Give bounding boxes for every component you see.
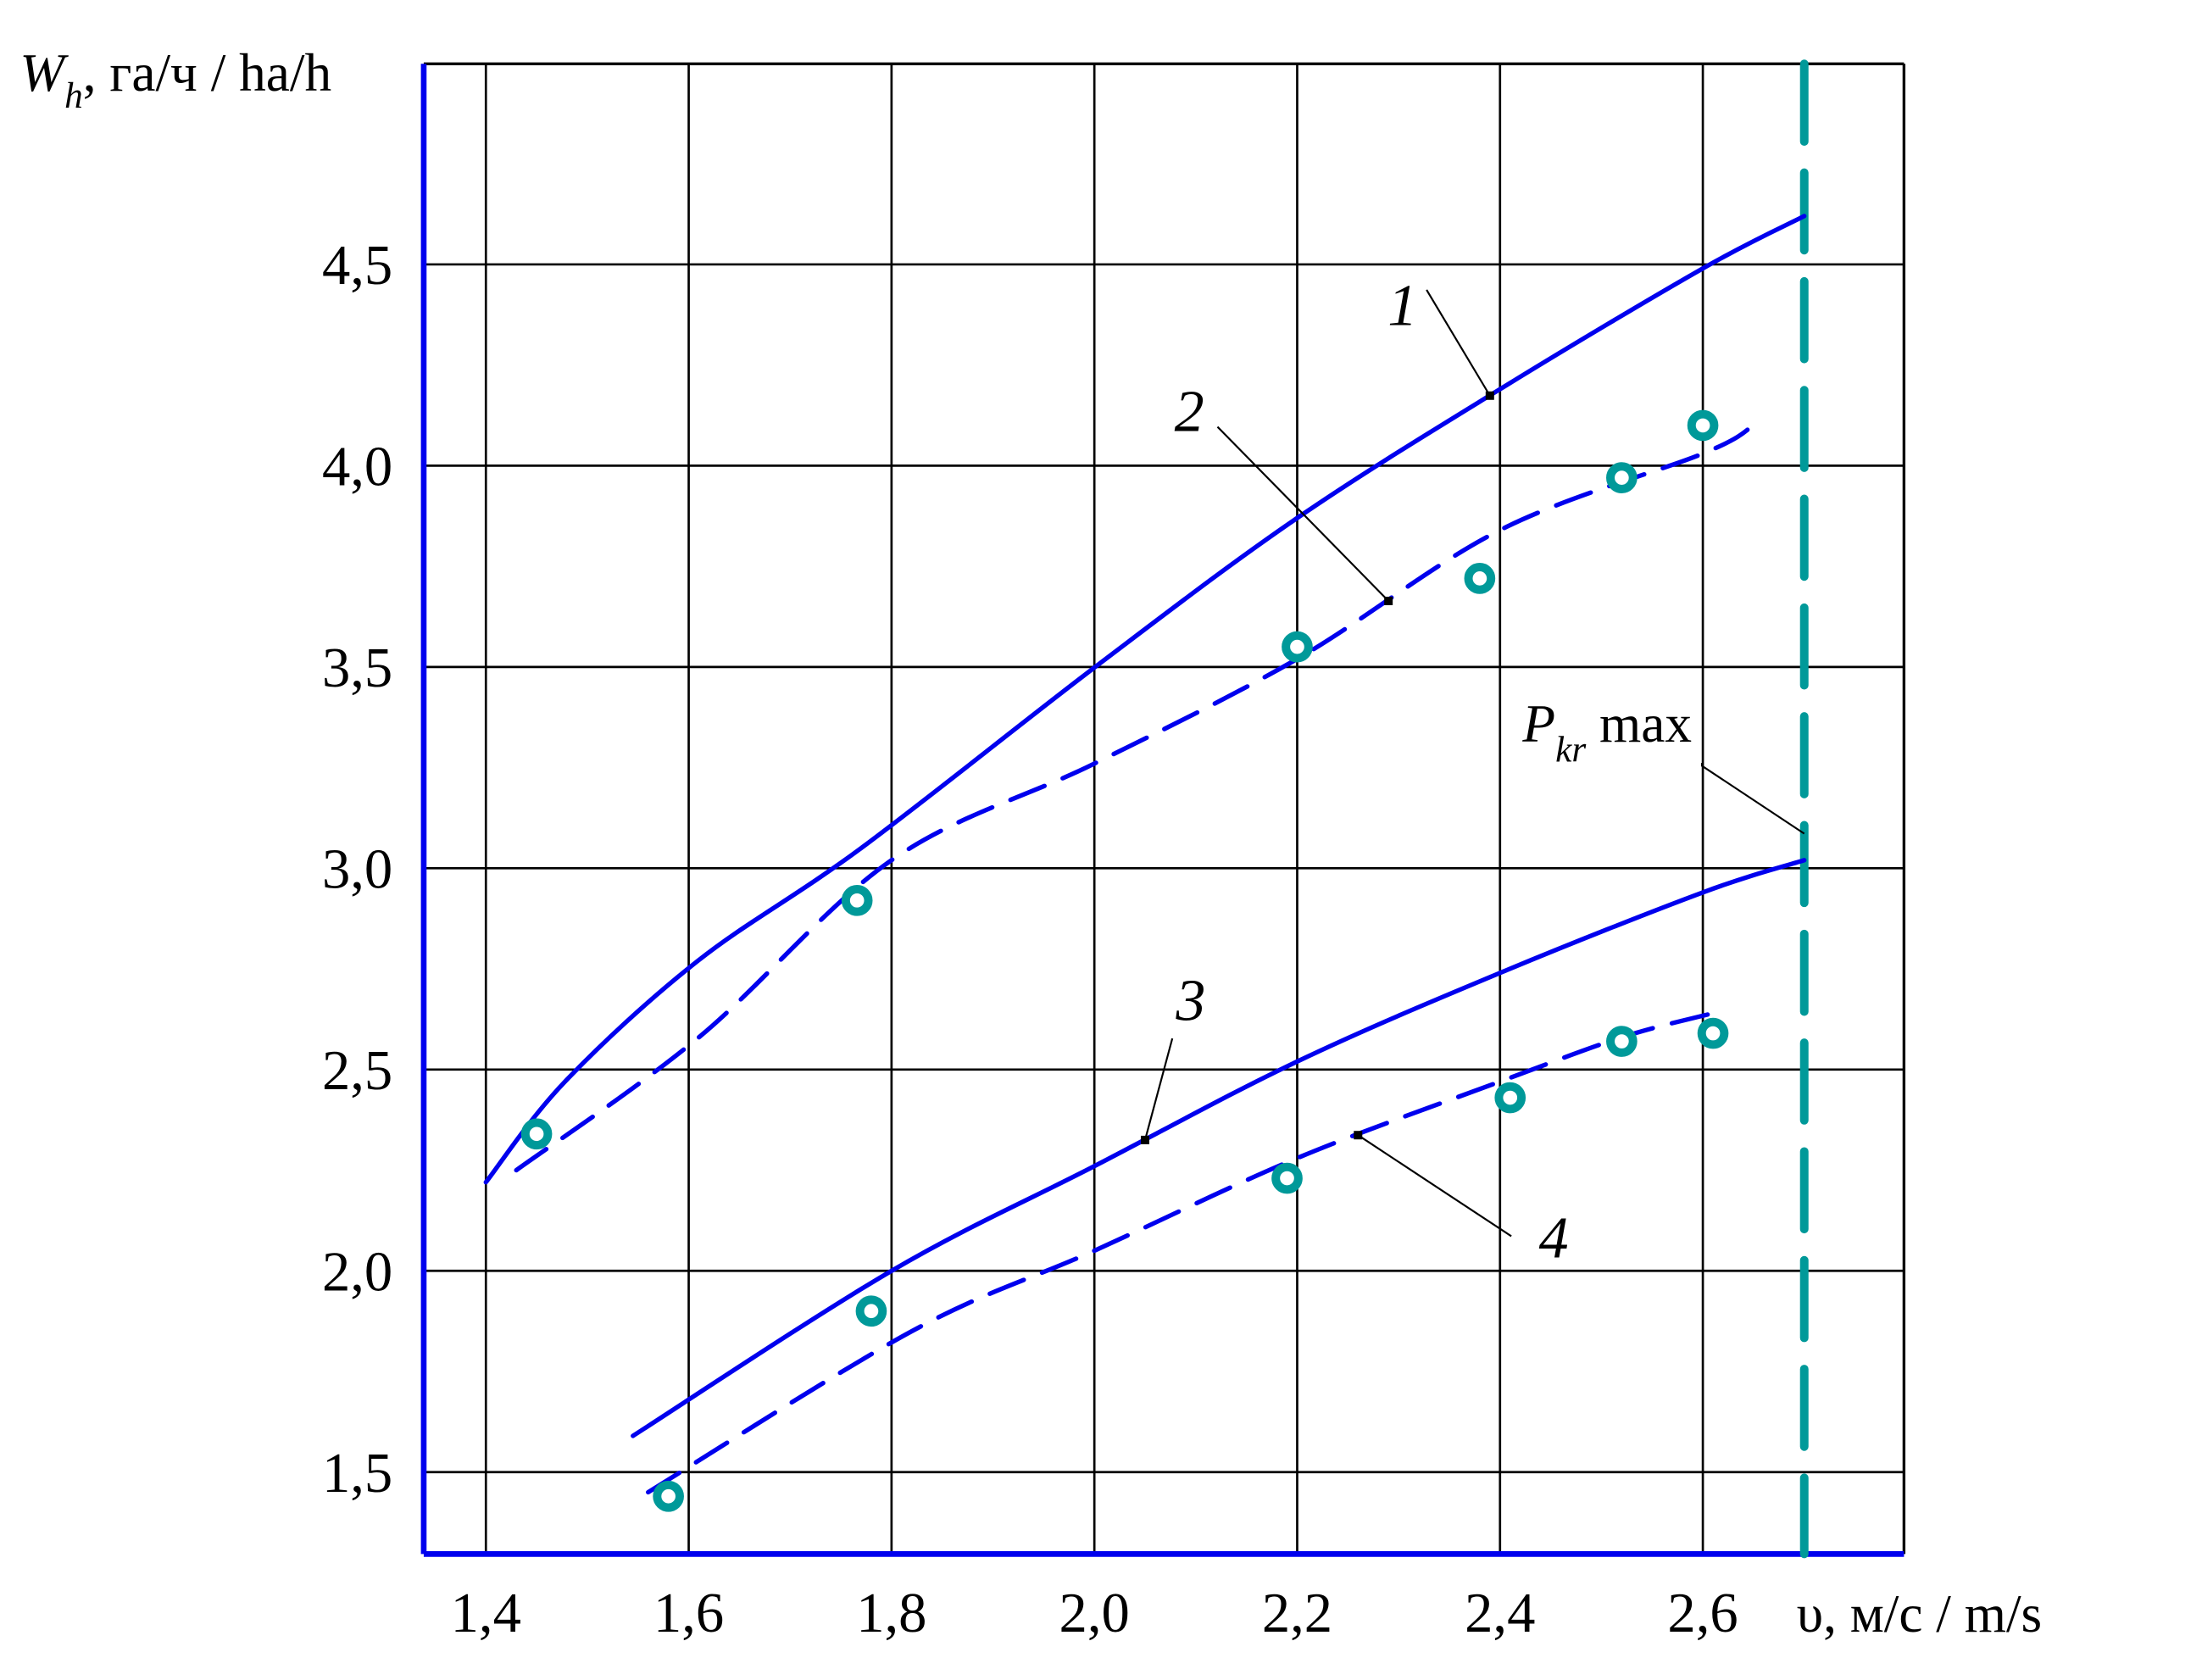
leader-marker-1 — [1485, 391, 1494, 400]
y-tick-label: 2,0 — [322, 1242, 392, 1304]
data-point — [1606, 462, 1638, 493]
x-tick-label: 1,6 — [653, 1583, 724, 1644]
curve-label-4: 4 — [1539, 1205, 1569, 1271]
limit-label: Pkr max — [1521, 694, 1692, 770]
curve-label-1: 1 — [1387, 274, 1417, 339]
annotations: 1 2 3 4 — [1140, 274, 1805, 1271]
data-point — [1687, 409, 1719, 442]
data-point — [1464, 563, 1496, 594]
curve-label-3: 3 — [1175, 968, 1205, 1033]
y-tick-label: 3,5 — [322, 637, 392, 699]
data-point — [1697, 1017, 1729, 1049]
leader-marker-2 — [1384, 596, 1393, 605]
y-tick-label: 1,5 — [322, 1443, 392, 1505]
y-tick-label: 2,5 — [322, 1040, 392, 1102]
x-axis-label: υ, м/с / m/s — [1797, 1584, 2042, 1644]
leader-marker-4 — [1354, 1131, 1363, 1140]
tick-labels: 1,4 1,6 1,8 2,0 2,2 2,4 2,6 1,5 2,0 2,5 3,0 3,5 4,0 4… — [322, 235, 1738, 1644]
data-point — [1271, 1162, 1303, 1194]
data-point — [653, 1480, 684, 1512]
y-tick-label: 4,0 — [322, 437, 392, 498]
data-point — [1282, 631, 1313, 663]
leader-line-4 — [1357, 1134, 1512, 1238]
data-point — [841, 884, 873, 916]
x-tick-label: 2,6 — [1667, 1583, 1738, 1644]
data-point — [855, 1295, 887, 1327]
curve-label-2: 2 — [1175, 380, 1204, 445]
leader-line-3 — [1143, 1037, 1174, 1141]
data-point — [1606, 1026, 1638, 1057]
points — [520, 409, 1729, 1512]
x-tick-label: 2,0 — [1059, 1583, 1130, 1644]
curve-2 — [514, 423, 1756, 1173]
x-tick-label: 1,8 — [856, 1583, 926, 1644]
y-axis-label: Wh, га/ч / ha/h — [19, 43, 331, 116]
curves — [483, 214, 1807, 1495]
curve-1 — [483, 214, 1807, 1185]
y-tick-label: 3,0 — [322, 839, 392, 901]
y-tick-label: 4,5 — [322, 235, 392, 297]
leader-line-2 — [1216, 426, 1389, 602]
data-point — [1494, 1082, 1526, 1114]
curve-3 — [631, 858, 1807, 1438]
leader-line-1 — [1426, 289, 1491, 397]
x-tick-label: 1,4 — [451, 1583, 521, 1644]
x-tick-label: 2,4 — [1465, 1583, 1535, 1644]
data-point — [520, 1118, 553, 1150]
grid — [420, 59, 1906, 1559]
leader-marker-3 — [1140, 1135, 1149, 1144]
limit-leader — [1700, 763, 1805, 835]
curve-4 — [646, 1010, 1715, 1495]
x-tick-label: 2,2 — [1262, 1583, 1332, 1644]
